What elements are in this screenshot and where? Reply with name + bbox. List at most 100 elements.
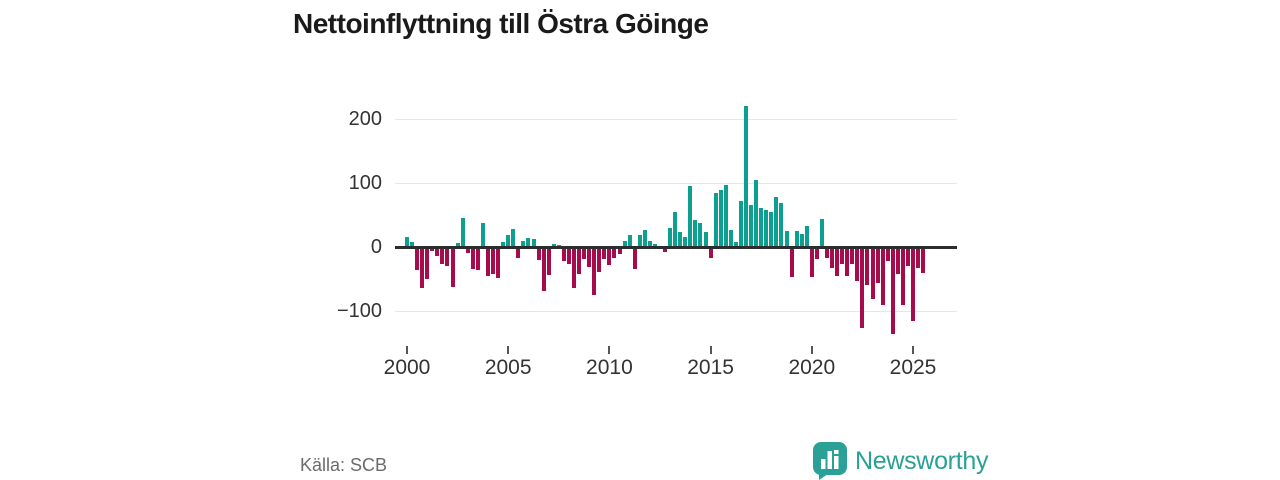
bar [784, 230, 789, 247]
bar [688, 185, 693, 247]
bar [592, 248, 597, 295]
bar [485, 248, 490, 276]
bar [582, 248, 587, 259]
bar [683, 236, 688, 247]
bar [637, 235, 642, 247]
bar [531, 238, 536, 247]
bar [875, 248, 880, 284]
bar [632, 248, 637, 270]
bar [728, 229, 733, 247]
gridline [395, 311, 957, 313]
bar [516, 248, 521, 258]
bar [723, 184, 728, 247]
x-axis-tick-label: 2010 [586, 356, 633, 379]
bar [577, 248, 582, 274]
y-axis-tick-label: 200 [348, 107, 382, 130]
bar [921, 248, 926, 274]
bar [627, 234, 632, 247]
bar [824, 248, 829, 258]
bar [607, 248, 612, 266]
bar [622, 240, 627, 247]
gridline [395, 182, 957, 184]
newsworthy-bubble-icon [813, 442, 847, 480]
bar [668, 228, 673, 247]
bar [587, 248, 592, 268]
bar [602, 248, 607, 259]
bar [455, 242, 460, 247]
bar [410, 241, 415, 247]
bar [764, 209, 769, 247]
x-axis-tick [709, 346, 712, 354]
x-axis-tick [507, 346, 510, 354]
bar [738, 201, 743, 247]
bar [789, 248, 794, 277]
x-axis-tick [608, 346, 611, 354]
bar [663, 248, 668, 253]
bar [511, 229, 516, 247]
y-axis-tick-label: 100 [348, 171, 382, 194]
x-axis-tick [810, 346, 813, 354]
bar [698, 223, 703, 247]
bar [693, 220, 698, 247]
bar [819, 218, 824, 247]
bar [465, 248, 470, 254]
y-axis-tick-label: 0 [370, 236, 382, 258]
bar [733, 241, 738, 247]
bar [551, 244, 556, 247]
bar [526, 238, 531, 247]
bar [678, 232, 683, 247]
bar [855, 248, 860, 282]
bar [541, 248, 546, 292]
bar [475, 248, 480, 270]
bar [642, 229, 647, 247]
bar [900, 248, 905, 305]
bar [561, 248, 566, 261]
bar [546, 248, 551, 275]
bar [708, 248, 713, 258]
source-note: Källa: SCB [300, 455, 388, 475]
bar [794, 230, 799, 247]
x-axis-tick-label: 2015 [687, 356, 734, 379]
x-axis-tick-label: 2005 [484, 356, 532, 379]
bar [804, 226, 809, 247]
bar [885, 248, 890, 261]
bar [612, 248, 617, 258]
bar [870, 248, 875, 300]
bar [769, 211, 774, 247]
bar [430, 248, 435, 252]
x-axis-tick-label: 2020 [788, 356, 836, 379]
bar [759, 207, 764, 247]
bar [905, 248, 910, 266]
bar [835, 248, 840, 277]
bar [470, 248, 475, 270]
bar [506, 234, 511, 247]
bar [460, 218, 465, 247]
chart-title: Nettoinflyttning till Östra Göinge [293, 8, 709, 39]
bar [480, 223, 485, 247]
x-axis-tick-label: 2025 [889, 356, 937, 379]
x-axis-tick-label: 2000 [383, 356, 431, 379]
bar [814, 248, 819, 259]
bar [749, 204, 754, 247]
bar [652, 243, 657, 247]
bar [799, 234, 804, 247]
bar [420, 248, 425, 288]
bar [521, 240, 526, 247]
bar [718, 189, 723, 247]
y-axis-tick-label: −100 [336, 300, 382, 323]
bar [440, 248, 445, 265]
bar [450, 248, 455, 287]
x-axis-tick [406, 346, 408, 354]
bar [703, 231, 708, 247]
bar [501, 241, 506, 247]
plot-area [395, 90, 957, 352]
bar [911, 248, 915, 322]
bar [597, 248, 602, 273]
bar [571, 248, 576, 288]
bar [435, 248, 440, 257]
bar [673, 211, 678, 247]
bar [617, 248, 622, 254]
bar [754, 179, 759, 247]
bar [566, 248, 571, 265]
